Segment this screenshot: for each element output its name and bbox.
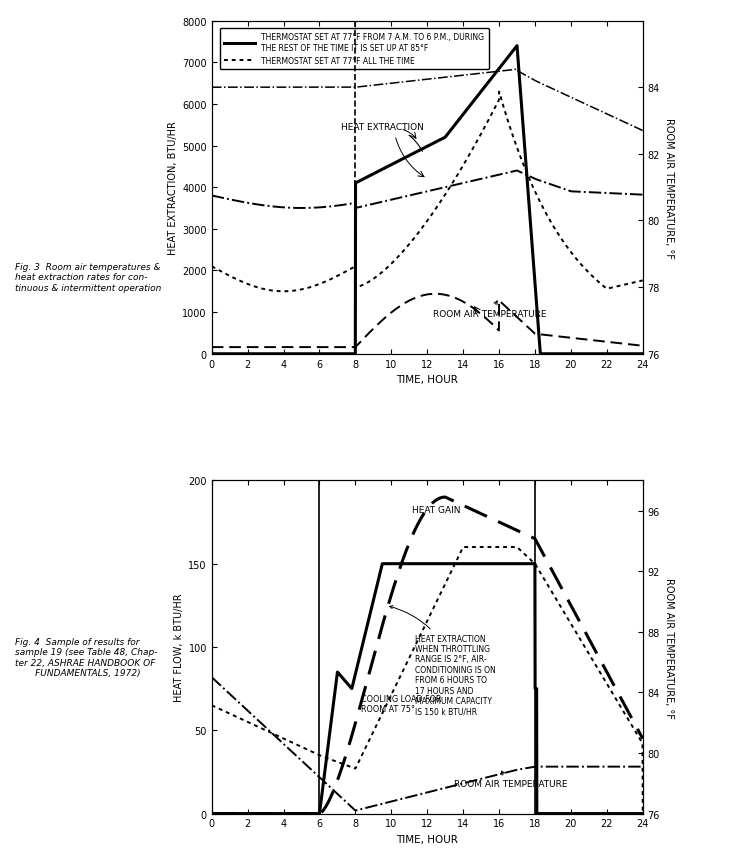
X-axis label: TIME, HOUR: TIME, HOUR — [396, 834, 458, 844]
X-axis label: TIME, HOUR: TIME, HOUR — [396, 375, 458, 385]
Y-axis label: HEAT FLOW, k BTU/HR: HEAT FLOW, k BTU/HR — [174, 593, 184, 702]
Text: COOLING LOAD FOR
ROOM AT 75°: COOLING LOAD FOR ROOM AT 75° — [361, 694, 441, 713]
Text: Fig. 3  Room air temperatures &
heat extraction rates for con-
tinuous & intermi: Fig. 3 Room air temperatures & heat extr… — [15, 263, 161, 293]
Text: HEAT EXTRACTION: HEAT EXTRACTION — [341, 123, 424, 152]
Legend: THERMOSTAT SET AT 77°F FROM 7 A.M. TO 6 P.M., DURING
THE REST OF THE TIME IT IS : THERMOSTAT SET AT 77°F FROM 7 A.M. TO 6 … — [220, 28, 489, 70]
Y-axis label: ROOM AIR TEMPERATURE, °F: ROOM AIR TEMPERATURE, °F — [663, 118, 674, 258]
Text: ROOM AIR TEMPERATURE: ROOM AIR TEMPERATURE — [433, 301, 547, 319]
Y-axis label: ROOM AIR TEMPERATURE, °F: ROOM AIR TEMPERATURE, °F — [663, 577, 674, 717]
Text: Fig. 4  Sample of results for
sample 19 (see Table 48, Chap-
ter 22, ASHRAE HAND: Fig. 4 Sample of results for sample 19 (… — [15, 637, 158, 678]
Text: HEAT EXTRACTION
WHEN THROTTLING
RANGE IS 2°F, AIR-
CONDITIONING IS ON
FROM 6 HOU: HEAT EXTRACTION WHEN THROTTLING RANGE IS… — [389, 606, 496, 715]
Text: ROOM AIR TEMPERATURE: ROOM AIR TEMPERATURE — [454, 771, 568, 788]
Text: HEAT GAIN: HEAT GAIN — [412, 505, 461, 515]
Y-axis label: HEAT EXTRACTION, BTU/HR: HEAT EXTRACTION, BTU/HR — [168, 121, 178, 255]
